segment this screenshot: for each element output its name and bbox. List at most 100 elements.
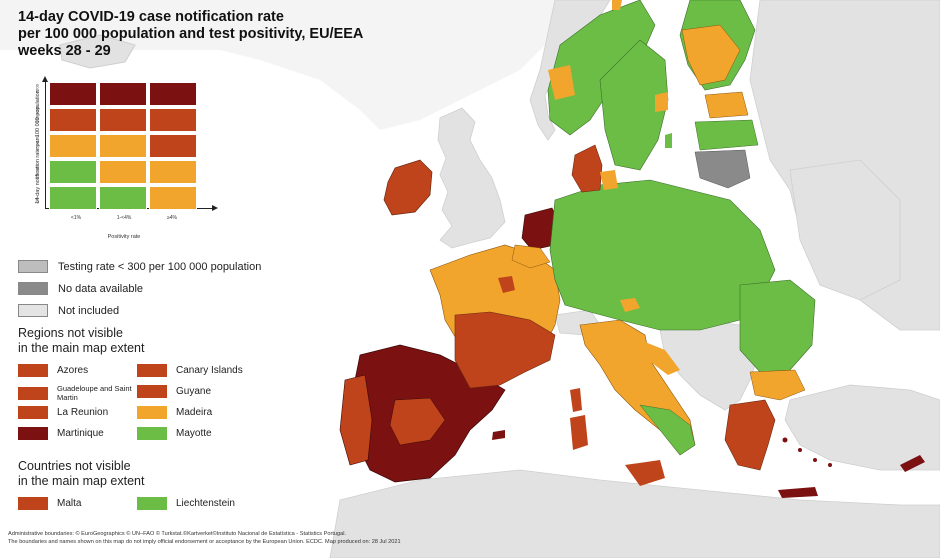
crete (778, 487, 818, 498)
map-title: 14-day COVID-19 case notification rate p… (18, 9, 378, 60)
lithuania (694, 149, 751, 189)
aegean-islands (782, 437, 832, 467)
matrix-cell (149, 108, 197, 132)
legend-testing-rate: Testing rate < 300 per 100 000 populatio… (18, 260, 261, 273)
region-swatch (18, 364, 48, 377)
italy-south-green (639, 404, 696, 456)
north-africa (329, 469, 940, 558)
region-item-la-reunion: La Reunion (18, 406, 108, 419)
matrix-cell (99, 82, 147, 106)
legend-testing-rate-label: Testing rate < 300 per 100 000 populatio… (58, 260, 262, 273)
belgium (511, 244, 551, 269)
swatch-no-data (18, 282, 48, 295)
greece (724, 399, 776, 471)
region-label: Azores (57, 364, 89, 376)
title-line-1: 14-day COVID-19 case notification rate (18, 9, 284, 25)
region-label: Martinique (57, 427, 104, 439)
iceland (59, 34, 136, 69)
turkey (784, 384, 940, 471)
legend-no-data-label: No data available (58, 282, 144, 295)
matrix-cell (99, 134, 147, 158)
regions-heading-line-2: in the main map extent (18, 341, 145, 355)
matrix-cell (49, 160, 97, 184)
sardinia (570, 415, 588, 450)
matrix-y-tick: 75-<100 (34, 135, 40, 151)
legend-not-included-label: Not included (58, 304, 120, 317)
gotland (665, 133, 672, 148)
ireland (383, 159, 433, 216)
country-item-malta: Malta (18, 497, 81, 510)
croatia (640, 340, 680, 375)
region-swatch (137, 385, 167, 398)
legend-not-included: Not included (18, 304, 119, 317)
sicily (625, 460, 665, 486)
bulgaria (749, 369, 806, 401)
region-swatch (18, 406, 48, 419)
countries-heading-line-1: Countries not visible (18, 459, 131, 473)
y-axis-arrow (42, 76, 48, 82)
region-swatch (18, 387, 48, 400)
region-label: Mayotte (176, 427, 212, 439)
matrix-cell (99, 160, 147, 184)
cyprus (900, 455, 925, 472)
title-line-3: weeks 28 - 29 (18, 43, 111, 59)
matrix-x-axis-label: Positivity rate (107, 234, 141, 240)
norway-orange (548, 65, 575, 100)
footer-credits: Administrative boundaries: © EuroGeograp… (8, 530, 401, 546)
region-label: La Reunion (57, 406, 109, 418)
region-item-azores: Azores (18, 364, 88, 377)
region-label: Madeira (176, 406, 213, 418)
region-item-guadeloupe: Guadeloupe and Saint Martin (18, 384, 137, 402)
balearic (492, 430, 505, 440)
region-swatch (137, 364, 167, 377)
matrix-y-axis (45, 80, 46, 208)
matrix-cell (49, 186, 97, 210)
region-swatch (18, 427, 48, 440)
country-swatch (18, 497, 48, 510)
region-label: Canary Islands (176, 364, 243, 376)
regions-heading: Regions not visible in the main map exte… (18, 326, 144, 356)
title-line-2: per 100 000 population and test positivi… (18, 26, 364, 42)
footer-line-2: The boundaries and names shown on this m… (8, 539, 401, 545)
corsica (570, 388, 582, 412)
legend-no-data: No data available (18, 282, 143, 295)
matrix-cell (149, 160, 197, 184)
swatch-testing-rate (18, 260, 48, 273)
regions-heading-line-1: Regions not visible (18, 326, 123, 340)
romania (739, 279, 816, 373)
estonia (704, 91, 749, 119)
france-paris (498, 276, 515, 293)
matrix-y-tick: 25-<75 (34, 165, 40, 179)
matrix-cell (149, 186, 197, 210)
matrix-x-tick: 1-<4% (116, 215, 132, 221)
norway-top-orange (612, 0, 622, 10)
swatch-not-included (18, 304, 48, 317)
matrix-cell (149, 82, 197, 106)
matrix-y-tick: 100-<200 (34, 105, 40, 123)
finland-south-orange (681, 24, 741, 86)
france-south-red (454, 311, 556, 389)
matrix-cell (99, 108, 147, 132)
uk (437, 107, 506, 249)
countries-heading-line-2: in the main map extent (18, 474, 145, 488)
countries-heading: Countries not visible in the main map ex… (18, 459, 144, 489)
matrix-x-tick: ≥4% (167, 215, 177, 221)
region-item-madeira: Madeira (137, 406, 212, 419)
austria-orange-spot (620, 298, 640, 312)
region-item-guyane: Guyane (137, 385, 211, 398)
matrix-cell (99, 186, 147, 210)
spain-red-region (389, 397, 446, 446)
region-swatch (137, 427, 167, 440)
x-axis-arrow (212, 205, 218, 211)
matrix-x-tick: <1% (70, 215, 82, 221)
country-swatch (137, 497, 167, 510)
footer-line-1: Administrative boundaries: © EuroGeograp… (8, 531, 347, 537)
matrix-cell (49, 82, 97, 106)
matrix-cell (49, 108, 97, 132)
denmark-island (600, 170, 618, 190)
region-item-martinique: Martinique (18, 427, 104, 440)
region-item-mayotte: Mayotte (137, 427, 212, 440)
ukraine-belarus (789, 159, 901, 301)
